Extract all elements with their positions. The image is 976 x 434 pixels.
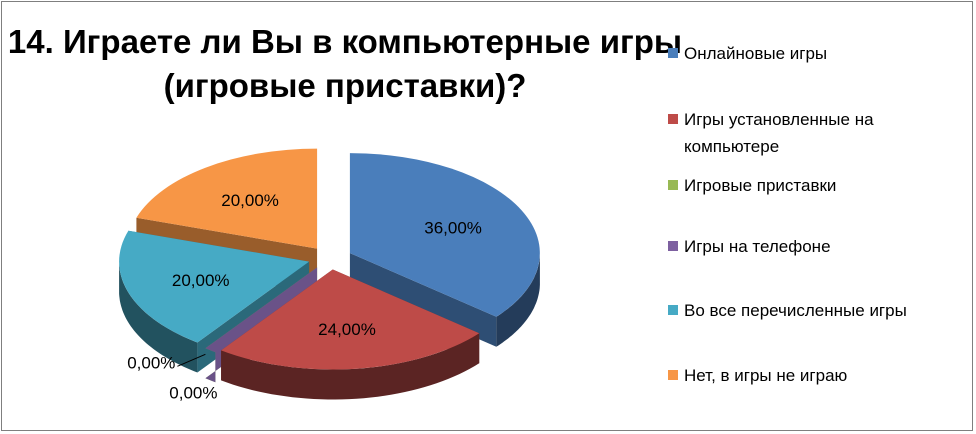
data-label: 36,00% (424, 219, 482, 238)
chart-title: 14. Играете ли Вы в компьютерные игры (и… (0, 20, 690, 108)
leader-line (177, 353, 206, 367)
legend-label-line: Игровые приставки (684, 176, 837, 195)
data-label: 20,00% (221, 191, 279, 210)
legend-swatch (668, 241, 678, 251)
pie-slice-top (119, 230, 310, 343)
pie-slice-wall (221, 333, 480, 400)
legend-label-line: Игры на телефоне (684, 237, 831, 256)
data-label: 24,00% (318, 320, 376, 339)
chart-title-line-1: 14. Играете ли Вы в компьютерные игры (7, 23, 683, 60)
pie-slice-side (349, 253, 497, 347)
legend-label: Онлайновые игры (684, 40, 827, 67)
chart-title-line-2: (игровые приставки)? (163, 67, 527, 104)
legend-label: Игры установленные на компьютере (684, 106, 874, 160)
pie-slice-top (136, 148, 318, 249)
legend-label-line: Онлайновые игры (684, 44, 828, 63)
pie-slice-top (349, 153, 540, 317)
legend-label: Во все перечисленные игры (684, 297, 907, 324)
legend-label-line: компьютере (684, 137, 780, 156)
legend-swatch (668, 114, 678, 124)
legend-item: Игровые приставки (668, 172, 968, 199)
data-label: 20,00% (172, 271, 230, 290)
legend-item: Во все перечисленные игры (668, 297, 968, 324)
pie-slice-wall (119, 261, 198, 373)
data-label: 0,00% (127, 353, 175, 372)
legend-swatch (668, 48, 678, 58)
legend-item: Игры на телефоне (668, 233, 968, 260)
pie-tops (119, 148, 540, 370)
pie-labels: 36,00% 24,00% 0,00% 0,00% 20,00% 20,00% (127, 191, 482, 402)
legend-item: Игры установленные на компьютере (668, 106, 968, 160)
legend-label-line: Нет, в игры не играю (684, 366, 848, 385)
legend-label: Нет, в игры не играю (684, 362, 847, 389)
legend-label-line: Игры установленные на (684, 110, 874, 129)
legend-label-line: Во все перечисленные игры (684, 301, 907, 320)
legend-item: Нет, в игры не играю (668, 362, 968, 389)
legend-swatch (668, 305, 678, 315)
pie-slice-top (221, 269, 480, 370)
legend-swatch (668, 180, 678, 190)
pie-leaders (177, 353, 206, 367)
legend-item: Онлайновые игры (668, 40, 968, 67)
data-label: 0,00% (169, 383, 217, 402)
legend-swatch (668, 370, 678, 380)
legend-label: Игры на телефоне (684, 233, 831, 260)
pie-slice-wall (496, 253, 540, 347)
legend-label: Игровые приставки (684, 172, 836, 199)
